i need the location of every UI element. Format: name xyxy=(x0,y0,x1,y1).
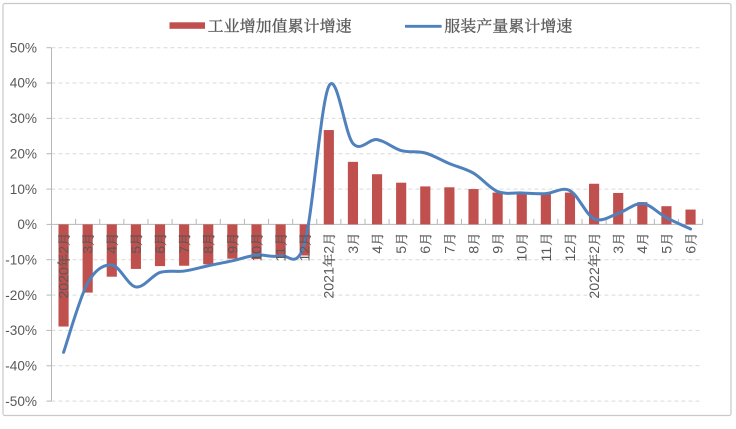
svg-text:2: 2 xyxy=(587,246,603,254)
svg-text:-20%: -20% xyxy=(5,288,37,303)
svg-text:6: 6 xyxy=(683,246,699,254)
svg-text:2022: 2022 xyxy=(587,267,603,299)
svg-text:5: 5 xyxy=(394,246,410,254)
svg-text:12: 12 xyxy=(298,246,314,262)
svg-text:12: 12 xyxy=(563,246,579,262)
svg-text:30%: 30% xyxy=(10,111,37,126)
svg-text:10: 10 xyxy=(515,246,531,262)
svg-text:20%: 20% xyxy=(10,146,37,161)
svg-text:40%: 40% xyxy=(10,76,37,91)
svg-text:7: 7 xyxy=(442,246,458,254)
svg-text:8: 8 xyxy=(466,246,482,254)
svg-text:2020: 2020 xyxy=(56,267,72,299)
svg-text:11: 11 xyxy=(273,247,289,262)
svg-text:2021: 2021 xyxy=(322,267,338,299)
svg-text:4: 4 xyxy=(105,246,121,254)
svg-text:5: 5 xyxy=(659,246,675,254)
svg-text:4: 4 xyxy=(370,246,386,254)
svg-text:9: 9 xyxy=(491,246,507,254)
svg-text:4: 4 xyxy=(635,246,651,254)
svg-text:11: 11 xyxy=(539,247,555,262)
svg-text:-10%: -10% xyxy=(5,252,37,267)
svg-text:3: 3 xyxy=(611,246,627,254)
svg-text:10%: 10% xyxy=(10,182,37,197)
svg-text:2: 2 xyxy=(56,246,72,254)
svg-text:9: 9 xyxy=(225,246,241,254)
svg-text:10: 10 xyxy=(249,246,265,262)
svg-text:-30%: -30% xyxy=(5,323,37,338)
svg-text:5: 5 xyxy=(129,246,145,254)
svg-text:6: 6 xyxy=(418,246,434,254)
svg-text:3: 3 xyxy=(346,246,362,254)
svg-text:7: 7 xyxy=(177,246,193,254)
svg-text:-50%: -50% xyxy=(5,394,37,409)
svg-text:0%: 0% xyxy=(17,217,37,232)
svg-text:6: 6 xyxy=(153,246,169,254)
svg-text:2: 2 xyxy=(322,246,338,254)
svg-text:8: 8 xyxy=(201,246,217,254)
svg-text:3: 3 xyxy=(81,246,97,254)
svg-text:-40%: -40% xyxy=(5,359,37,374)
svg-text:50%: 50% xyxy=(10,40,37,55)
